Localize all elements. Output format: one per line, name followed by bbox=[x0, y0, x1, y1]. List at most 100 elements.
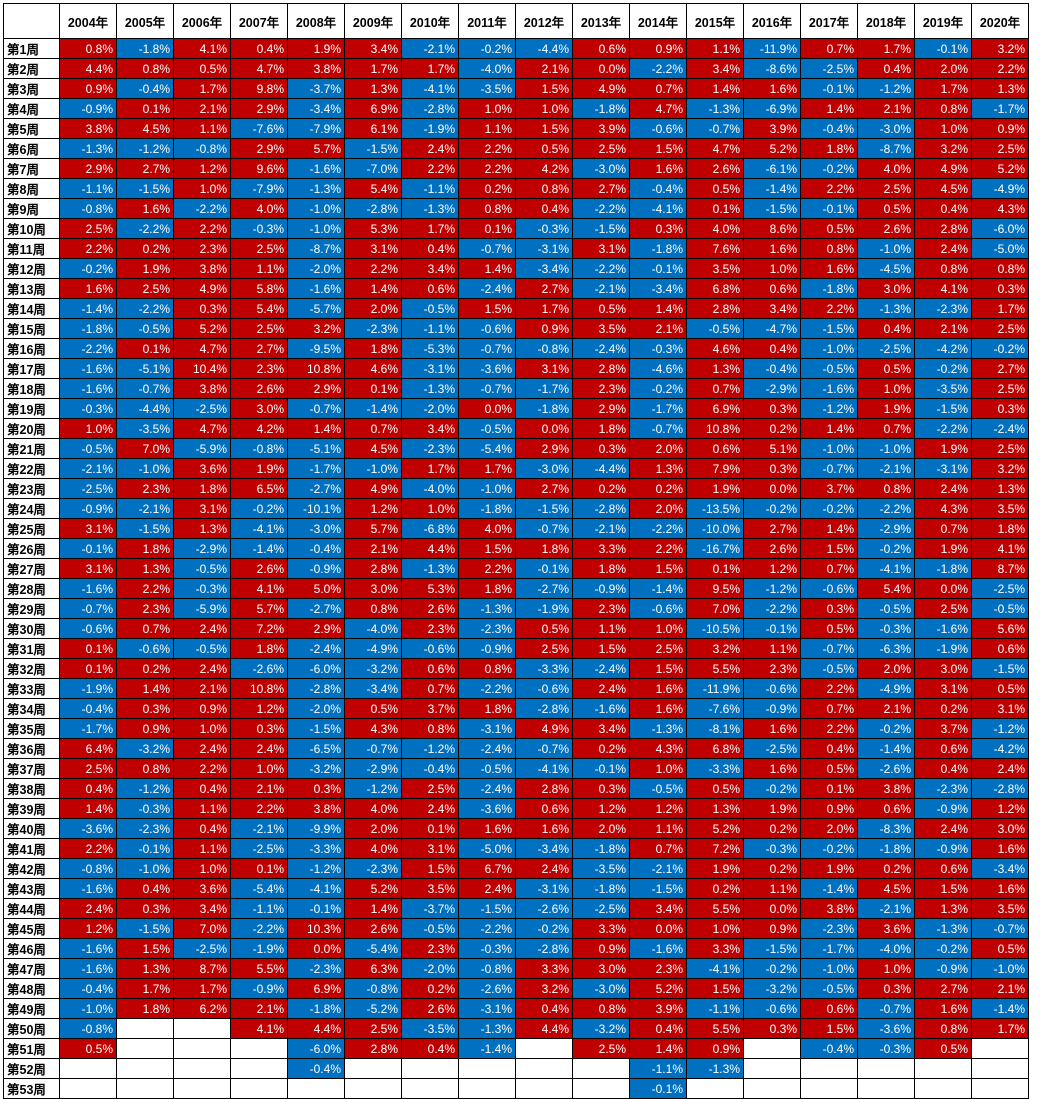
value-cell: -2.0% bbox=[287, 258, 345, 279]
value-cell: 0.9% bbox=[59, 78, 117, 99]
value-cell: 1.4% bbox=[116, 678, 174, 699]
value-cell: 0.0% bbox=[743, 898, 801, 919]
year-header: 2015年 bbox=[686, 3, 744, 39]
value-cell: -0.3% bbox=[173, 578, 231, 599]
value-cell: 0.3% bbox=[287, 778, 345, 799]
value-cell: -2.8% bbox=[401, 98, 459, 119]
value-cell: 0.6% bbox=[857, 798, 915, 819]
value-cell: 0.7% bbox=[800, 558, 858, 579]
value-cell: -2.8% bbox=[344, 198, 402, 219]
value-cell: -1.2% bbox=[116, 778, 174, 799]
value-cell: 4.2% bbox=[515, 158, 573, 179]
value-cell: 0.6% bbox=[572, 38, 630, 59]
week-label: 第7周 bbox=[3, 158, 60, 179]
value-cell: 2.3% bbox=[743, 658, 801, 679]
value-cell: 0.4% bbox=[401, 238, 459, 259]
value-cell: -0.6% bbox=[515, 678, 573, 699]
value-cell: 9.5% bbox=[686, 578, 744, 599]
value-cell: 2.5% bbox=[515, 638, 573, 659]
value-cell: 1.4% bbox=[59, 798, 117, 819]
value-cell: 0.6% bbox=[515, 798, 573, 819]
value-cell: -0.8% bbox=[173, 138, 231, 159]
value-cell: -1.3% bbox=[686, 98, 744, 119]
value-cell: 0.3% bbox=[971, 398, 1029, 419]
value-cell: -2.8% bbox=[515, 698, 573, 719]
table-row: 第44周 2.4% 0.3% 3.4% -1.1% -0.1% 1.4% -3.7% -1.5%… bbox=[3, 898, 1029, 919]
value-cell: 2.3% bbox=[116, 478, 174, 499]
value-cell: -8.3% bbox=[857, 818, 915, 839]
value-cell: 0.0% bbox=[743, 478, 801, 499]
value-cell: -0.5% bbox=[629, 778, 687, 799]
value-cell: 3.2% bbox=[971, 38, 1029, 59]
table-row: 第8周 -1.1% -1.5% 1.0% -7.9% -1.3% 5.4% -1.1% 0.2%… bbox=[3, 178, 1029, 199]
table-row: 第52周 -0.4% -1.1% -1.3% bbox=[3, 1058, 1029, 1079]
value-cell: 2.6% bbox=[230, 558, 288, 579]
value-cell: 2.1% bbox=[230, 778, 288, 799]
year-header: 2016年 bbox=[743, 3, 801, 39]
value-cell: -6.8% bbox=[401, 518, 459, 539]
value-cell: 0.8% bbox=[401, 718, 459, 739]
value-cell: 4.4% bbox=[515, 1018, 573, 1039]
value-cell: 0.9% bbox=[800, 798, 858, 819]
value-cell: 1.5% bbox=[914, 878, 972, 899]
value-cell: 1.4% bbox=[800, 98, 858, 119]
week-label: 第52周 bbox=[3, 1058, 60, 1079]
value-cell: 2.8% bbox=[572, 358, 630, 379]
value-cell: 0.2% bbox=[743, 818, 801, 839]
value-cell: 3.2% bbox=[971, 458, 1029, 479]
value-cell: -1.3% bbox=[686, 1058, 744, 1079]
value-cell: 0.0% bbox=[914, 578, 972, 599]
year-header: 2010年 bbox=[401, 3, 459, 39]
value-cell: 2.5% bbox=[857, 178, 915, 199]
value-cell: -0.2% bbox=[800, 158, 858, 179]
value-cell: 2.5% bbox=[971, 438, 1029, 459]
value-cell: -3.4% bbox=[344, 678, 402, 699]
value-cell: 6.9% bbox=[344, 98, 402, 119]
value-cell: 0.3% bbox=[230, 718, 288, 739]
value-cell: -1.6% bbox=[629, 938, 687, 959]
value-cell: -2.3% bbox=[401, 438, 459, 459]
value-cell: 3.8% bbox=[800, 898, 858, 919]
table-row: 第2周 4.4% 0.8% 0.5% 4.7% 3.8% 1.7% 1.7% -4.0% 2.1%… bbox=[3, 58, 1029, 79]
value-cell: -3.7% bbox=[401, 898, 459, 919]
value-cell bbox=[914, 1058, 972, 1079]
value-cell: 3.8% bbox=[173, 258, 231, 279]
value-cell: 1.5% bbox=[629, 558, 687, 579]
value-cell: -3.4% bbox=[971, 858, 1029, 879]
table-row: 第12周 -0.2% 1.9% 3.8% 1.1% -2.0% 2.2% 3.4% 1.4% -3… bbox=[3, 258, 1029, 279]
value-cell: 0.3% bbox=[971, 278, 1029, 299]
value-cell: -2.5% bbox=[173, 398, 231, 419]
value-cell: -2.6% bbox=[857, 758, 915, 779]
value-cell: -1.2% bbox=[344, 778, 402, 799]
table-row: 第15周 -1.8% -0.5% 5.2% 2.5% 3.2% -2.3% -1.1% -0.6… bbox=[3, 318, 1029, 339]
value-cell: 5.6% bbox=[971, 618, 1029, 639]
value-cell: 0.8% bbox=[971, 258, 1029, 279]
value-cell: 6.8% bbox=[686, 738, 744, 759]
value-cell: 6.5% bbox=[230, 478, 288, 499]
table-row: 第14周 -1.4% -2.2% 0.3% 5.4% -5.7% 2.0% -0.5% 1.5%… bbox=[3, 298, 1029, 319]
value-cell: 4.0% bbox=[458, 518, 516, 539]
value-cell: 9.8% bbox=[230, 78, 288, 99]
value-cell: 0.8% bbox=[914, 258, 972, 279]
value-cell: 2.5% bbox=[230, 238, 288, 259]
value-cell: -3.4% bbox=[515, 838, 573, 859]
value-cell: 1.5% bbox=[572, 638, 630, 659]
value-cell: 0.0% bbox=[629, 918, 687, 939]
value-cell: 0.5% bbox=[515, 618, 573, 639]
value-cell: 2.6% bbox=[230, 378, 288, 399]
value-cell: -1.2% bbox=[971, 718, 1029, 739]
value-cell: 3.5% bbox=[971, 498, 1029, 519]
value-cell: -0.5% bbox=[458, 418, 516, 439]
value-cell: -0.8% bbox=[230, 438, 288, 459]
value-cell: -1.2% bbox=[116, 138, 174, 159]
value-cell: 7.2% bbox=[230, 618, 288, 639]
value-cell: 2.6% bbox=[344, 918, 402, 939]
week-label: 第45周 bbox=[3, 918, 60, 939]
value-cell: -2.8% bbox=[287, 678, 345, 699]
value-cell: 6.1% bbox=[344, 118, 402, 139]
value-cell: -1.9% bbox=[401, 118, 459, 139]
value-cell: -0.6% bbox=[59, 618, 117, 639]
value-cell: -1.5% bbox=[800, 318, 858, 339]
value-cell: 1.7% bbox=[401, 218, 459, 239]
value-cell: -2.5% bbox=[59, 478, 117, 499]
